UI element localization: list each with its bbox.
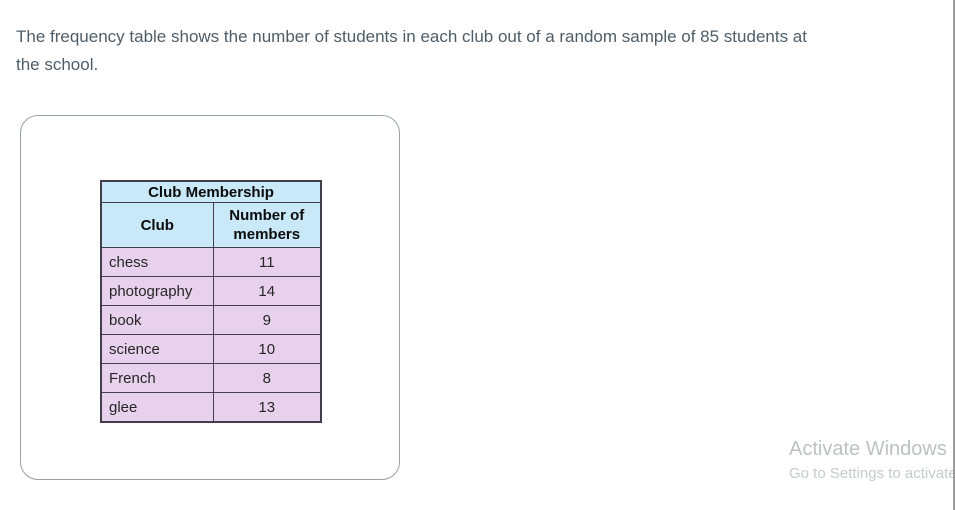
table-row: chess 11 [100, 247, 322, 277]
member-count: 9 [212, 305, 322, 335]
club-name: science [100, 334, 214, 364]
watermark-subtitle: Go to Settings to activate [789, 465, 955, 482]
table-row: French 8 [100, 363, 322, 393]
watermark-title: Activate Windows [789, 438, 947, 460]
table-title: Club Membership [100, 180, 322, 203]
table-row: science 10 [100, 334, 322, 364]
screen-edge-strip [953, 0, 955, 510]
club-name: glee [100, 392, 214, 423]
question-text: The frequency table shows the number of … [16, 27, 807, 74]
member-count: 14 [212, 276, 322, 306]
column-header-members: Number of members [212, 202, 322, 248]
member-count: 10 [212, 334, 322, 364]
activate-windows-watermark: Activate Windows Go to Settings to activ… [789, 437, 955, 484]
table-row: photography 14 [100, 276, 322, 306]
club-name: book [100, 305, 214, 335]
table-header-row: Club Number of members [100, 202, 322, 248]
table-row: book 9 [100, 305, 322, 335]
member-count: 11 [212, 247, 322, 277]
table-title-row: Club Membership [100, 180, 322, 203]
member-count: 8 [212, 363, 322, 393]
club-name: French [100, 363, 214, 393]
column-header-club: Club [100, 202, 214, 248]
club-name: chess [100, 247, 214, 277]
member-count: 13 [212, 392, 322, 423]
club-membership-table: Club Membership Club Number of members c… [100, 180, 323, 423]
table-row: glee 13 [100, 392, 322, 423]
club-name: photography [100, 276, 214, 306]
